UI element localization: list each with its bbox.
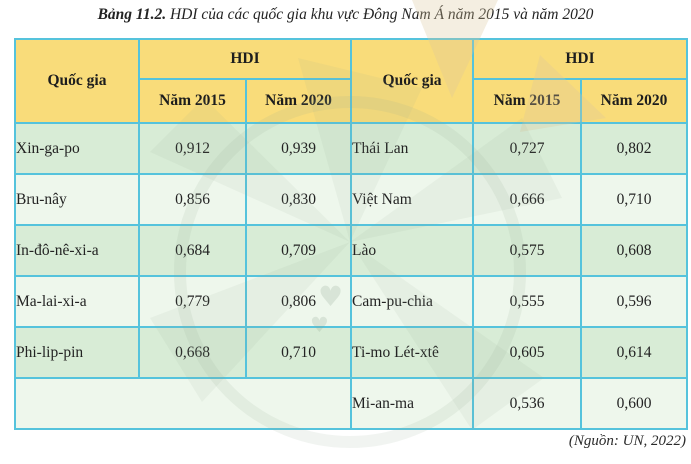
hdi-2020-cell: 0,830 xyxy=(244,173,353,226)
hdi-2015-cell: 0,575 xyxy=(472,224,583,277)
hdi-2015-cell: 0,779 xyxy=(138,275,247,328)
header-hdi-right: HDI xyxy=(472,38,689,80)
hdi-2020-cell: 0,596 xyxy=(580,275,689,328)
table-row: In-đô-nê-xi-a 0,684 0,709 Lào 0,575 0,60… xyxy=(14,224,689,277)
hdi-2015-cell: 0,666 xyxy=(472,173,583,226)
hdi-2015-cell: 0,856 xyxy=(138,173,247,226)
hdi-2020-cell: 0,710 xyxy=(580,173,689,226)
table-row: Xin-ga-po 0,912 0,939 Thái Lan 0,727 0,8… xyxy=(14,122,689,175)
header-country-left: Quốc gia xyxy=(14,38,140,124)
header-year-2015-left: Năm 2015 xyxy=(138,78,247,124)
table-caption-number: Bảng 11.2. xyxy=(97,6,167,23)
country-cell: Ma-lai-xi-a xyxy=(14,275,140,328)
hdi-2015-cell: 0,555 xyxy=(472,275,583,328)
country-cell: Lào xyxy=(350,224,475,277)
country-cell: Cam-pu-chia xyxy=(350,275,475,328)
empty-cell xyxy=(13,377,353,430)
country-cell: Xin-ga-po xyxy=(14,122,140,175)
country-cell: In-đô-nê-xi-a xyxy=(14,224,140,277)
header-year-2020-right: Năm 2020 xyxy=(580,78,689,124)
hdi-2015-cell: 0,727 xyxy=(472,122,583,175)
hdi-2015-cell: 0,912 xyxy=(138,122,247,175)
country-cell: Phi-lip-pin xyxy=(14,326,140,379)
table-caption-text: HDI của các quốc gia khu vực Đông Nam Á … xyxy=(166,6,594,23)
table-caption: Bảng 11.2. HDI của các quốc gia khu vực … xyxy=(0,6,691,24)
hdi-2015-cell: 0,684 xyxy=(138,224,247,277)
country-cell: Việt Nam xyxy=(350,173,475,226)
hdi-2015-cell: 0,536 xyxy=(472,377,583,430)
country-cell: Mi-an-ma xyxy=(350,377,475,430)
hdi-2020-cell: 0,939 xyxy=(244,122,353,175)
hdi-2020-cell: 0,608 xyxy=(580,224,689,277)
hdi-2020-cell: 0,614 xyxy=(580,326,689,379)
hdi-2020-cell: 0,709 xyxy=(244,224,353,277)
header-hdi-left: HDI xyxy=(137,38,353,80)
hdi-2015-cell: 0,668 xyxy=(138,326,247,379)
header-year-2020-left: Năm 2020 xyxy=(244,78,353,124)
country-cell: Bru-nây xyxy=(14,173,140,226)
hdi-2020-cell: 0,802 xyxy=(580,122,689,175)
country-cell: Thái Lan xyxy=(350,122,475,175)
table-row: Phi-lip-pin 0,668 0,710 Ti-mo Lét-xtê 0,… xyxy=(14,326,689,379)
hdi-2020-cell: 0,710 xyxy=(244,326,353,379)
hdi-2015-cell: 0,605 xyxy=(472,326,583,379)
table-row: Mi-an-ma 0,536 0,600 xyxy=(13,377,689,430)
country-cell: Ti-mo Lét-xtê xyxy=(350,326,475,379)
hdi-table: Quốc gia HDI Quốc gia HDI Năm 2015 Năm 2… xyxy=(13,38,689,430)
table-row: Ma-lai-xi-a 0,779 0,806 Cam-pu-chia 0,55… xyxy=(14,275,689,328)
hdi-2020-cell: 0,806 xyxy=(244,275,353,328)
table-row: Bru-nây 0,856 0,830 Việt Nam 0,666 0,710 xyxy=(14,173,689,226)
header-year-2015-right: Năm 2015 xyxy=(472,78,583,124)
source-note: (Nguồn: UN, 2022) xyxy=(568,433,686,449)
hdi-2020-cell: 0,600 xyxy=(580,377,689,430)
header-country-right: Quốc gia xyxy=(350,38,475,124)
